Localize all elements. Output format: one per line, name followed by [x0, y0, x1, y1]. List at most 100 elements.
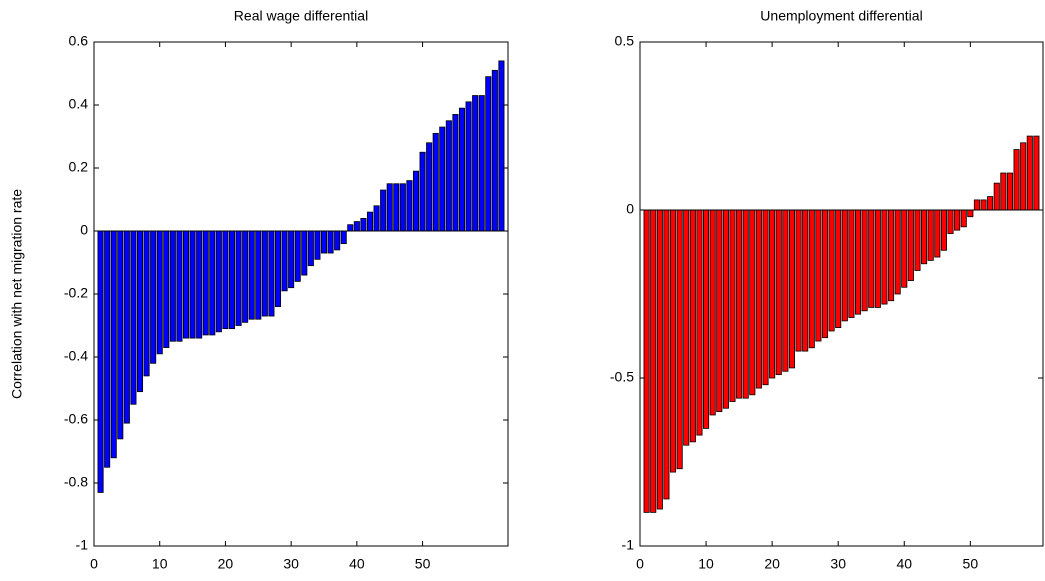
bar [235, 230, 242, 326]
bar [169, 230, 176, 342]
y-axis-label: Correlation with net migration rate [9, 189, 25, 399]
bar [222, 230, 229, 330]
bar [373, 205, 380, 232]
bar [663, 209, 670, 500]
bar [769, 209, 776, 379]
bar [117, 230, 124, 440]
x-tick-label: 30 [830, 556, 846, 572]
bar [980, 199, 987, 211]
bar [399, 183, 406, 232]
bar [841, 209, 848, 322]
bar [696, 209, 703, 436]
bar [993, 182, 1000, 211]
bar [940, 209, 947, 251]
bar [419, 151, 426, 232]
bar [788, 209, 795, 369]
x-tick-label: 40 [349, 556, 365, 572]
bar [775, 209, 782, 376]
y-tick-label: -0.6 [64, 411, 88, 427]
y-tick-label: -0.8 [64, 474, 88, 490]
bar [1033, 135, 1040, 211]
bar [472, 95, 479, 232]
bar [742, 209, 749, 399]
bar [366, 211, 374, 232]
bar [947, 209, 954, 234]
bar [340, 230, 347, 245]
bar [736, 209, 743, 399]
bar [729, 209, 736, 402]
bar [498, 60, 505, 232]
y-tick-label: 0.6 [69, 33, 89, 49]
bar [465, 101, 472, 232]
bar [835, 209, 842, 328]
bar [104, 230, 111, 468]
bar [255, 230, 262, 320]
y-tick-label: 0.2 [69, 159, 89, 175]
bar [907, 209, 914, 281]
bar [716, 209, 723, 413]
bar [1006, 172, 1014, 211]
y-tick-label: -0.5 [610, 369, 634, 385]
y-tick-label: -0.2 [64, 285, 88, 301]
bar [215, 230, 222, 333]
bar [808, 209, 815, 349]
bar [954, 209, 961, 231]
bar [676, 209, 683, 470]
bar [868, 209, 875, 308]
bar [314, 230, 321, 260]
bar [967, 209, 974, 218]
bar [143, 230, 150, 377]
bar [921, 209, 928, 265]
bar [97, 230, 104, 493]
bar [452, 114, 459, 232]
x-tick-label: 10 [152, 556, 168, 572]
bar [228, 230, 236, 330]
bar [914, 209, 921, 271]
bar [189, 230, 196, 339]
bar [163, 230, 170, 348]
bar [445, 120, 452, 232]
chart-title: Unemployment differential [760, 8, 922, 24]
bar [656, 209, 663, 510]
bar [854, 209, 862, 315]
bar [1013, 149, 1020, 211]
bar [380, 189, 387, 232]
bar [973, 199, 980, 211]
y-tick-label: -1 [622, 537, 635, 553]
x-tick-label: 0 [90, 556, 98, 572]
bar [755, 209, 762, 389]
bar [274, 230, 282, 307]
bar [709, 209, 716, 416]
bar [458, 107, 466, 232]
bar [196, 230, 203, 339]
bar [136, 230, 144, 393]
bar [703, 209, 710, 429]
bar [901, 209, 908, 288]
bar [828, 209, 835, 332]
bar [393, 183, 400, 232]
bar [643, 209, 650, 513]
bar [683, 209, 690, 446]
bar [888, 209, 895, 302]
x-tick-label: 0 [636, 556, 644, 572]
x-tick-label: 40 [896, 556, 912, 572]
bar [1020, 142, 1027, 211]
bar [432, 132, 439, 232]
bar [795, 209, 802, 352]
bar [848, 209, 855, 318]
bar [268, 230, 275, 317]
y-tick-label: 0 [626, 201, 634, 217]
bar [426, 142, 433, 232]
bar [821, 209, 829, 339]
bar [110, 230, 117, 459]
bar [320, 230, 328, 254]
bar [386, 183, 393, 232]
bar [782, 209, 789, 372]
bar [288, 230, 295, 289]
bar [347, 224, 354, 232]
y-tick-label: 0 [80, 222, 88, 238]
x-tick-label: 50 [415, 556, 431, 572]
bar [669, 209, 677, 473]
